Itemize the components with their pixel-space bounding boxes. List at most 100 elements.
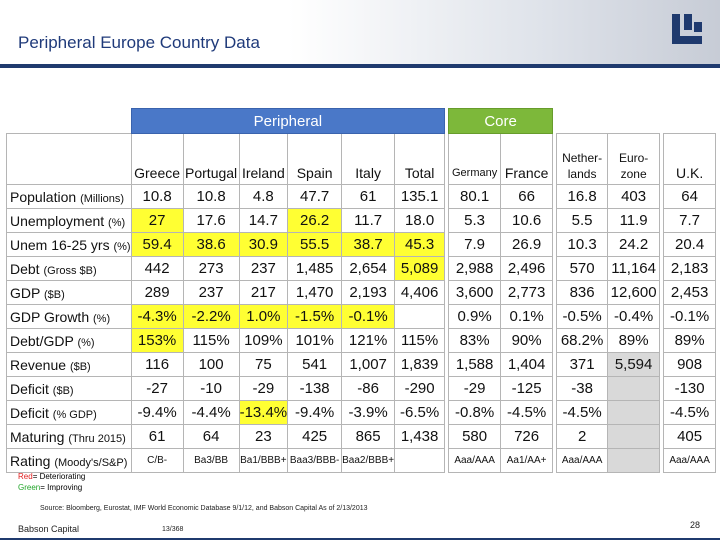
table-cell: -0.1% <box>341 304 396 329</box>
row-label: Rating (Moody's/S&P) <box>6 448 132 473</box>
table-cell: 442 <box>130 256 184 281</box>
column-header: Nether- lands <box>556 133 609 185</box>
table-cell: 75 <box>238 352 289 377</box>
column-separator <box>552 304 557 329</box>
table-cell: -3.9% <box>341 400 396 425</box>
table-cell: 1.0% <box>238 304 289 329</box>
table-cell: 5.3 <box>448 208 502 233</box>
column-separator <box>659 256 664 281</box>
legend-green-text: = Improving <box>40 483 83 492</box>
table-cell: 55.5 <box>287 232 343 257</box>
column-header: Portugal <box>182 133 240 185</box>
table-cell: -6.5% <box>394 400 446 425</box>
table-cell: -27 <box>130 376 184 401</box>
column-separator <box>552 256 557 281</box>
table-cell: 66 <box>500 184 554 209</box>
column-separator <box>659 328 664 353</box>
source-note: Source: Bloomberg, Eurostat, IMF World E… <box>40 505 368 512</box>
row-label: Revenue ($B) <box>6 352 132 377</box>
table-cell: 38.6 <box>182 232 240 257</box>
table-cell: Aa1/AA+ <box>500 448 554 473</box>
row-label: Unem 16-25 yrs (%) <box>6 232 132 257</box>
legend-red: Red= Deteriorating <box>18 472 85 481</box>
table-cell: 89% <box>607 328 661 353</box>
table-cell: 541 <box>287 352 343 377</box>
legend-red-key: Red <box>18 472 33 481</box>
table-cell: 403 <box>607 184 661 209</box>
table-cell: Ba1/BBB+ <box>238 448 289 473</box>
table-cell: Aaa/AAA <box>663 448 717 473</box>
table-cell <box>394 448 446 473</box>
legend-green: Green= Improving <box>18 483 82 492</box>
column-separator <box>444 448 449 473</box>
table-cell: 3,600 <box>448 280 502 305</box>
table-cell: 1,007 <box>341 352 396 377</box>
table-cell: 61 <box>130 424 184 449</box>
column-separator <box>552 232 557 257</box>
table-cell: -0.5% <box>556 304 609 329</box>
group-sep <box>444 108 449 134</box>
column-separator <box>659 448 664 473</box>
table-cell: -0.8% <box>448 400 502 425</box>
table-cell: Ba3/BB <box>182 448 240 473</box>
table-cell: 273 <box>182 256 240 281</box>
column-separator <box>444 400 449 425</box>
table-cell: -86 <box>341 376 396 401</box>
table-cell: 1,470 <box>287 280 343 305</box>
table-cell: 1,404 <box>500 352 554 377</box>
table-cell: 4.8 <box>238 184 289 209</box>
table-cell: 11,164 <box>607 256 661 281</box>
table-cell: 0.1% <box>500 304 554 329</box>
row-label-text: Maturing <box>10 428 65 445</box>
row-label: GDP Growth (%) <box>6 304 132 329</box>
country-data-table: Peripheral Core Greece Portugal Ireland Spain… <box>6 108 717 473</box>
row-label: Deficit (% GDP) <box>6 400 132 425</box>
table-cell: 217 <box>238 280 289 305</box>
table-cell: -13.4% <box>238 400 289 425</box>
row-label: Maturing (Thru 2015) <box>6 424 132 449</box>
table-cell: -29 <box>448 376 502 401</box>
table-cell: 405 <box>663 424 717 449</box>
column-separator <box>659 352 664 377</box>
column-separator <box>444 376 449 401</box>
table-cell: 90% <box>500 328 554 353</box>
table-cell: 115% <box>394 328 446 353</box>
table-cell: 24.2 <box>607 232 661 257</box>
table-cell: Baa3/BBB- <box>287 448 343 473</box>
row-label-unit: ($B) <box>52 384 74 397</box>
table-cell: 100 <box>182 352 240 377</box>
table-cell: 27 <box>130 208 184 233</box>
table-cell: -125 <box>500 376 554 401</box>
column-separator <box>659 304 664 329</box>
row-label: Population (Millions) <box>6 184 132 209</box>
column-separator <box>552 208 557 233</box>
table-cell: 115% <box>182 328 240 353</box>
table-cell: 18.0 <box>394 208 446 233</box>
header-rule <box>0 64 720 68</box>
row-label-text: Rating <box>10 452 51 469</box>
table-cell: 570 <box>556 256 609 281</box>
table-cell: 836 <box>556 280 609 305</box>
group-core: Core <box>448 108 554 134</box>
table-cell: 38.7 <box>341 232 396 257</box>
column-separator <box>552 376 557 401</box>
page-title: Peripheral Europe Country Data <box>18 33 260 52</box>
column-header: U.K. <box>663 133 717 185</box>
table-cell: 2,654 <box>341 256 396 281</box>
row-label: Unemployment (%) <box>6 208 132 233</box>
column-separator <box>552 448 557 473</box>
table-cell: 2,773 <box>500 280 554 305</box>
row-label-unit: (%) <box>108 216 126 229</box>
row-label-text: Unemployment <box>10 212 105 229</box>
table-cell: -130 <box>663 376 717 401</box>
row-label: Debt/GDP (%) <box>6 328 132 353</box>
row-label-unit: (Moody's/S&P) <box>54 456 128 469</box>
table-cell: 7.7 <box>663 208 717 233</box>
legend-red-text: = Deteriorating <box>32 472 86 481</box>
column-separator <box>444 232 449 257</box>
row-label: GDP ($B) <box>6 280 132 305</box>
column-separator <box>552 133 557 185</box>
table-cell: 1,839 <box>394 352 446 377</box>
table-cell: -0.1% <box>663 304 717 329</box>
row-label-unit: (Thru 2015) <box>68 432 126 445</box>
